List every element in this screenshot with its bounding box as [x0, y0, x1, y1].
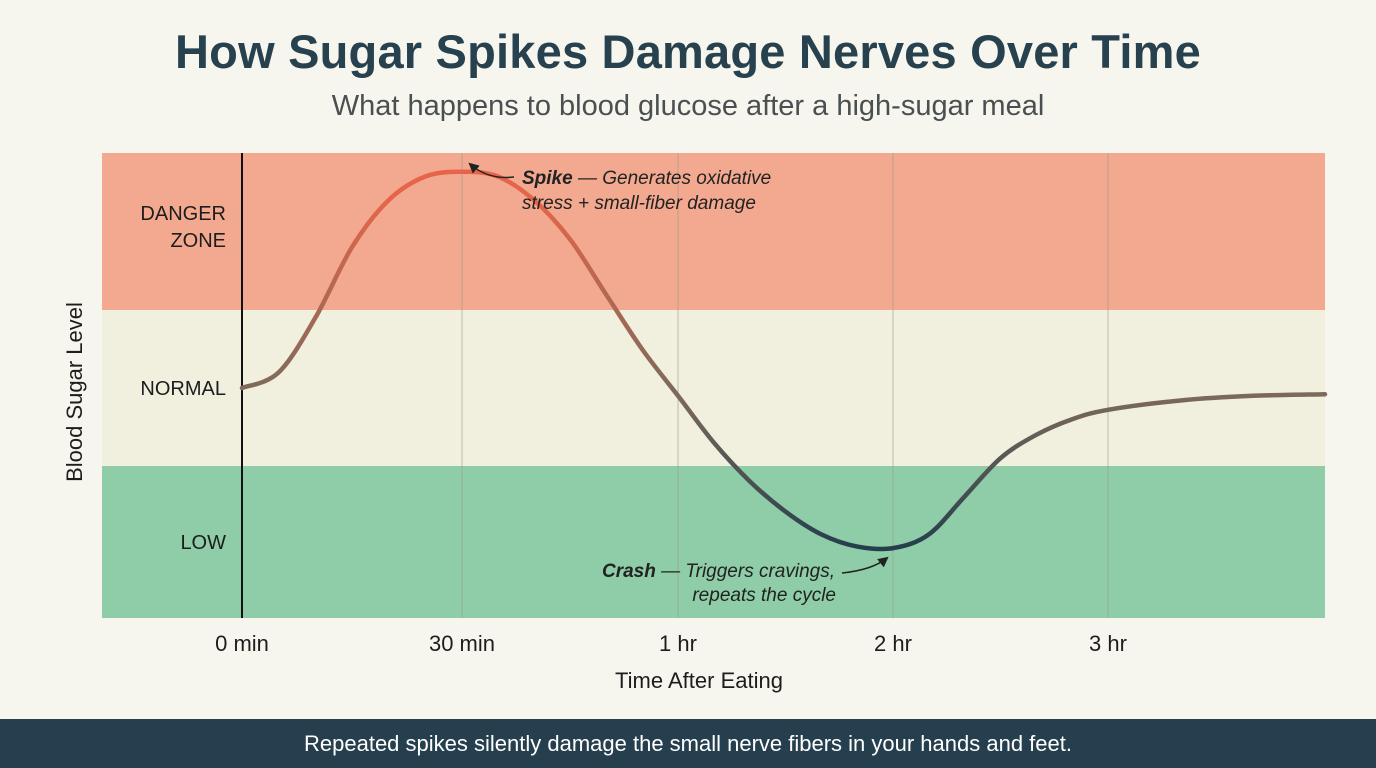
zone-band-low [102, 466, 1325, 618]
x-tick-labels: 0 min 30 min 1 hr 2 hr 3 hr [215, 631, 1127, 656]
x-tick-label: 0 min [215, 631, 269, 656]
zone-label-line: ZONE [170, 230, 226, 252]
zone-label-normal: NORMAL [140, 378, 226, 400]
x-tick-label: 2 hr [874, 631, 912, 656]
crash-annotation: Crash — Triggers cravings, repeats the c… [602, 556, 889, 606]
crash-annotation-line2: repeats the cycle [692, 585, 836, 606]
crash-annotation-line1: Crash — Triggers cravings, [602, 561, 835, 582]
zone-label-low: LOW [180, 532, 226, 554]
crash-desc: — Triggers cravings, [656, 561, 835, 582]
crash-label: Crash [602, 561, 656, 582]
spike-desc: — Generates oxidative [573, 168, 772, 189]
zone-label-line: DANGER [140, 203, 226, 225]
vertical-gridlines [461, 153, 1109, 618]
x-tick-label: 3 hr [1089, 631, 1127, 656]
crash-arrow [841, 556, 889, 574]
chart-title: How Sugar Spikes Damage Nerves Over Time [175, 25, 1201, 78]
zone-label-danger: DANGER ZONE [140, 203, 226, 252]
footer-banner: Repeated spikes silently damage the smal… [0, 719, 1376, 768]
zone-labels: DANGER ZONE NORMAL LOW [140, 203, 226, 554]
x-axis-label: Time After Eating [615, 668, 783, 693]
x-tick-label: 1 hr [659, 631, 697, 656]
spike-annotation: Spike — Generates oxidative stress + sma… [468, 162, 771, 214]
zone-bands [102, 153, 1325, 618]
y-axis-label: Blood Sugar Level [62, 302, 87, 482]
blood-sugar-curve [239, 169, 1328, 552]
chart-subtitle: What happens to blood glucose after a hi… [331, 90, 1045, 122]
zone-band-danger [102, 153, 1325, 310]
spike-arrow [468, 162, 515, 179]
zone-label-line: NORMAL [140, 378, 226, 400]
spike-label: Spike [522, 168, 573, 189]
footer-text: Repeated spikes silently damage the smal… [304, 731, 1072, 756]
x-tick-label: 30 min [429, 631, 495, 656]
blood-sugar-chart: DANGER ZONE NORMAL LOW 0 min 30 min 1 hr 2 hr 3… [62, 153, 1328, 693]
spike-annotation-line1: Spike — Generates oxidative [522, 168, 771, 189]
zone-label-line: LOW [180, 532, 226, 554]
spike-annotation-line2: stress + small-fiber damage [522, 193, 756, 214]
